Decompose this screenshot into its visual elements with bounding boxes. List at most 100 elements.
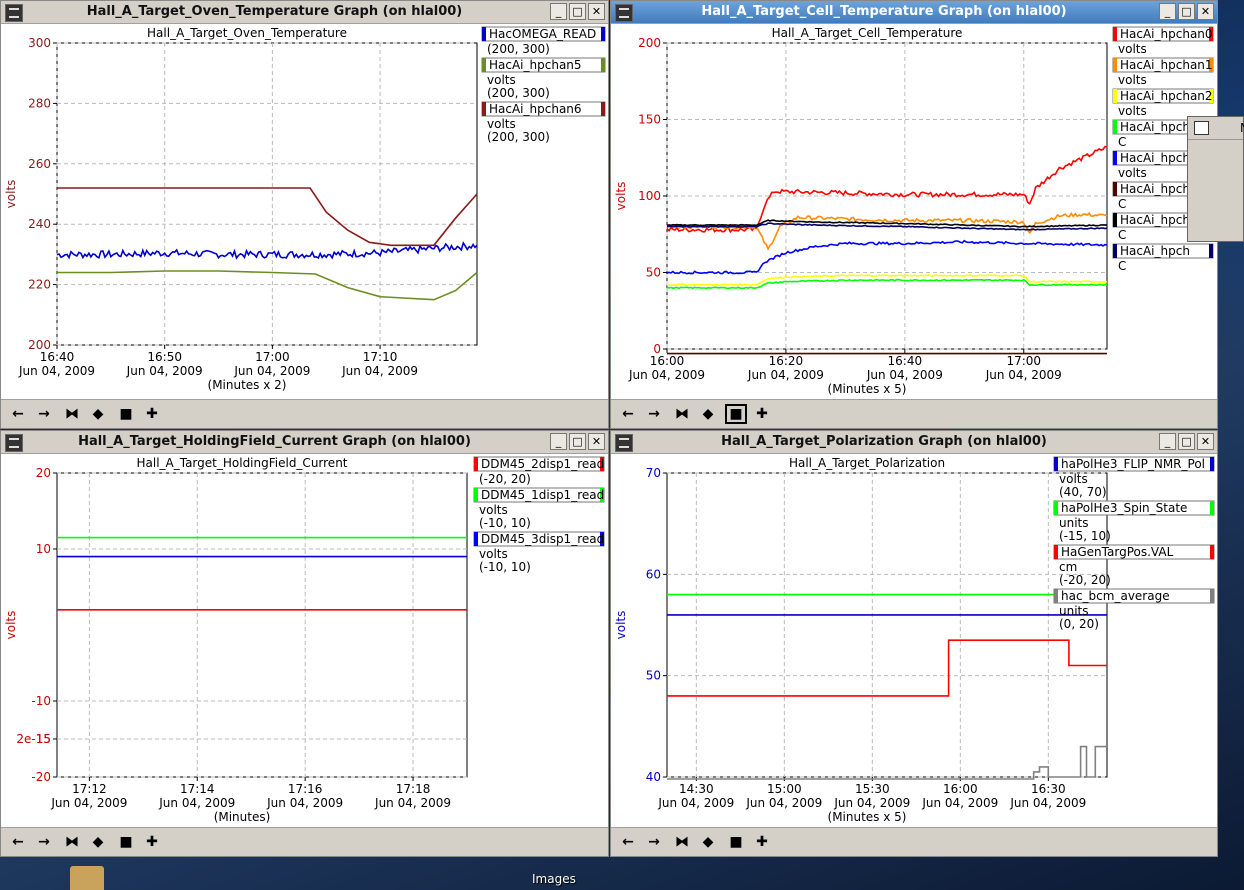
- plot-frame: [56, 472, 468, 778]
- add-icon[interactable]: ✚: [146, 834, 158, 850]
- zoom-in-icon[interactable]: ⧓: [65, 406, 79, 422]
- legend-name: HacAi_hpch: [1120, 213, 1190, 227]
- arrow-right-icon[interactable]: →: [38, 834, 50, 850]
- scale-icon[interactable]: ■: [729, 834, 743, 850]
- holdingfield-current-window: Hall_A_Target_HoldingField_Current Graph…: [0, 430, 609, 857]
- legend-color-right: [1209, 58, 1213, 72]
- add-icon[interactable]: ✚: [756, 406, 768, 422]
- add-icon[interactable]: ✚: [146, 406, 158, 422]
- zoom-out-icon[interactable]: ◆: [702, 406, 714, 422]
- arrow-left-icon[interactable]: ←: [12, 834, 24, 850]
- x-tick-time: 16:00: [943, 782, 978, 796]
- zoom-in-icon[interactable]: ⧓: [675, 406, 689, 422]
- legend-name: HacAi_hpch: [1120, 151, 1190, 165]
- x-tick-date: Jun 04, 2009: [233, 364, 310, 378]
- scale-icon[interactable]: ■: [119, 406, 133, 422]
- series-line-2: [666, 219, 1108, 228]
- maximize-button[interactable]: □: [1178, 433, 1195, 450]
- oven-temperature-window: Hall_A_Target_Oven_Temperature Graph (on…: [0, 0, 609, 429]
- x-tick-time: 17:00: [255, 350, 290, 364]
- y-tick-label: 0: [653, 342, 661, 356]
- series-line-6: [666, 278, 1108, 290]
- maximize-button[interactable]: □: [1178, 3, 1195, 20]
- close-button[interactable]: ✕: [1197, 3, 1214, 20]
- minimize-button[interactable]: _: [1159, 433, 1176, 450]
- minimize-button[interactable]: _: [550, 433, 567, 450]
- window-titlebar[interactable]: Hall_A_Target_Cell_Temperature Graph (on…: [611, 1, 1217, 24]
- y-axis-label: volts: [4, 611, 18, 640]
- legend-name: haPolHe3_Spin_State: [1061, 501, 1187, 515]
- window-menu-icon[interactable]: [5, 434, 23, 452]
- legend-color-left: [1113, 58, 1117, 72]
- legend-range: (200, 300): [487, 86, 550, 100]
- dialog-title: N: [1240, 121, 1244, 135]
- y-tick-label: 260: [28, 157, 51, 171]
- desktop-folder-label[interactable]: Images: [532, 872, 576, 886]
- arrow-right-icon[interactable]: →: [38, 406, 50, 422]
- arrow-right-icon[interactable]: →: [648, 834, 660, 850]
- window-menu-icon[interactable]: [615, 4, 633, 22]
- arrow-right-icon[interactable]: →: [648, 406, 660, 422]
- legend-color-right: [1209, 244, 1213, 258]
- window-titlebar[interactable]: Hall_A_Target_Oven_Temperature Graph (on…: [1, 1, 608, 24]
- y-tick-label: 200: [638, 36, 661, 50]
- legend-range: (0, 20): [1059, 617, 1099, 631]
- series-line-5: [666, 274, 1108, 287]
- y-tick-label: -20: [31, 770, 51, 784]
- legend-name: haPolHe3_FLIP_NMR_Pol: [1061, 457, 1205, 471]
- x-tick-date: Jun 04, 2009: [266, 796, 343, 810]
- x-tick-date: Jun 04, 2009: [747, 368, 824, 382]
- x-tick-date: Jun 04, 2009: [374, 796, 451, 810]
- scale-icon[interactable]: ■: [119, 834, 133, 850]
- maximize-button[interactable]: □: [569, 3, 586, 20]
- series-line-2: [57, 187, 478, 247]
- zoom-out-icon[interactable]: ◆: [702, 834, 714, 850]
- legend-color-right: [1210, 501, 1214, 515]
- legend-color-right: [600, 532, 604, 546]
- x-axis-label: (Minutes): [214, 810, 271, 824]
- legend-name: HacAi_hpchan0: [1120, 27, 1213, 41]
- zoom-in-icon[interactable]: ⧓: [675, 834, 689, 850]
- oven-temperature-plot: Hall_A_Target_Oven_Temperature 300 280 260 2…: [4, 26, 606, 392]
- zoom-in-icon[interactable]: ⧓: [65, 834, 79, 850]
- legend-units: volts: [1118, 104, 1147, 118]
- holdingfield-current-plot: Hall_A_Target_HoldingField_Current 20 10 -1…: [4, 456, 605, 824]
- folder-icon[interactable]: [70, 866, 104, 890]
- zoom-out-icon[interactable]: ◆: [92, 406, 104, 422]
- x-tick-time: 16:40: [40, 350, 75, 364]
- scale-icon[interactable]: ■: [725, 404, 747, 424]
- legend-units: volts: [1118, 166, 1147, 180]
- window-menu-icon[interactable]: [5, 4, 23, 22]
- arrow-left-icon[interactable]: ←: [622, 406, 634, 422]
- add-icon[interactable]: ✚: [756, 834, 768, 850]
- x-tick-date: Jun 04, 2009: [985, 368, 1062, 382]
- window-menu-icon[interactable]: [615, 434, 633, 452]
- plot-toolbar: ← → ⧓ ◆ ■ ✚: [611, 827, 1217, 856]
- legend-name: DDM45_1disp1_read: [481, 488, 604, 502]
- y-tick-label: 60: [646, 567, 661, 581]
- y-tick-overlay: 2e-15: [16, 732, 51, 746]
- legend-units: volts: [1118, 42, 1147, 56]
- maximize-button[interactable]: □: [569, 433, 586, 450]
- arrow-left-icon[interactable]: ←: [12, 406, 24, 422]
- close-button[interactable]: ✕: [588, 3, 605, 20]
- window-titlebar[interactable]: Hall_A_Target_HoldingField_Current Graph…: [1, 431, 608, 454]
- close-button[interactable]: ✕: [1197, 433, 1214, 450]
- dialog-window-icon: [1194, 121, 1209, 135]
- zoom-out-icon[interactable]: ◆: [92, 834, 104, 850]
- window-titlebar[interactable]: Hall_A_Target_Polarization Graph (on hla…: [611, 431, 1217, 454]
- legend-range: (-20, 20): [479, 472, 531, 486]
- plot-frame: [56, 42, 478, 346]
- minimize-button[interactable]: _: [1159, 3, 1176, 20]
- y-axis-label: volts: [614, 182, 628, 211]
- legend-units: volts: [1118, 73, 1147, 87]
- dialog-titlebar[interactable]: N: [1188, 117, 1244, 140]
- close-button[interactable]: ✕: [588, 433, 605, 450]
- arrow-left-icon[interactable]: ←: [622, 834, 634, 850]
- background-dialog-window[interactable]: N: [1187, 116, 1244, 242]
- legend-color-right: [1209, 27, 1213, 41]
- minimize-button[interactable]: _: [550, 3, 567, 20]
